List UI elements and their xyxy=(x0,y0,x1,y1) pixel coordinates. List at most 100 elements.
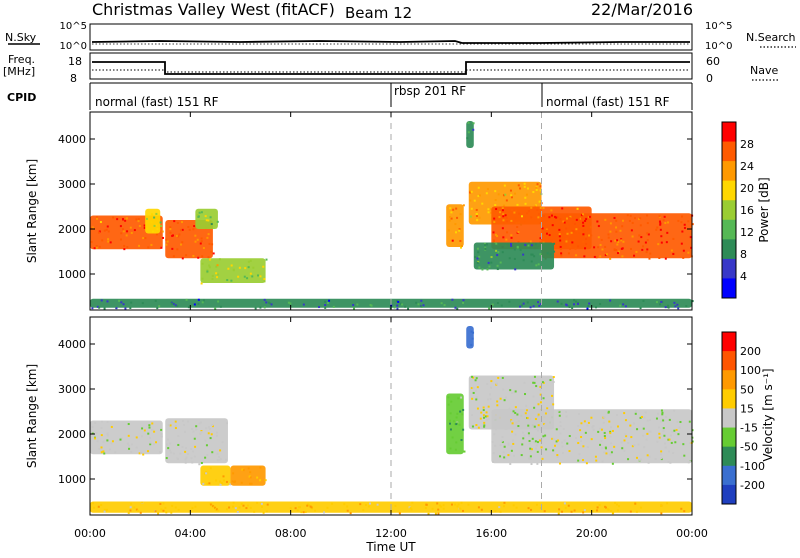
echo-pixel xyxy=(575,254,578,257)
echo-pixel xyxy=(489,397,492,400)
echo-pixel xyxy=(106,434,109,437)
echo-pixel xyxy=(256,476,259,479)
echo-pixel xyxy=(484,244,487,247)
echo-pixel xyxy=(457,503,460,506)
echo-pixel xyxy=(207,233,210,236)
echo-pixel xyxy=(539,253,542,256)
echo-pixel xyxy=(504,193,507,196)
echo-pixel xyxy=(530,260,533,263)
echo-pixel xyxy=(490,211,493,214)
echo-pixel xyxy=(215,272,218,275)
echo-pixel xyxy=(545,220,548,223)
echo-pixel xyxy=(495,249,498,252)
colorbar-tick-label: 20 xyxy=(740,182,754,195)
echo-pixel xyxy=(183,430,186,433)
echo-pixel xyxy=(607,236,610,239)
echo-pixel xyxy=(471,375,474,378)
colorbar-swatch xyxy=(722,141,736,162)
echo-pixel xyxy=(480,411,483,414)
y-tick-label: 1000 xyxy=(58,268,86,281)
echo-pixel xyxy=(206,270,209,273)
echo-pixel xyxy=(550,209,553,212)
velocity-colorbar-label: Velocity [m s⁻¹] xyxy=(761,368,775,461)
echo-pixel xyxy=(541,381,544,384)
echo-pixel xyxy=(517,241,520,244)
echo-pixel xyxy=(165,238,168,241)
echo-pixel xyxy=(478,266,481,269)
echo-pixel xyxy=(449,412,452,415)
echo-pixel xyxy=(118,299,121,302)
echo-pixel xyxy=(394,504,397,507)
echo-pixel xyxy=(646,419,649,422)
echo-pixel xyxy=(96,305,99,308)
echo-pixel xyxy=(212,505,215,508)
echo-pixel xyxy=(172,255,175,258)
echo-pixel xyxy=(496,268,499,271)
echo-pixel xyxy=(539,393,542,396)
echo-pixel xyxy=(573,299,576,302)
echo-pixel xyxy=(485,243,488,246)
colorbar-tick-label: 28 xyxy=(740,138,754,151)
echo-pixel xyxy=(573,509,576,512)
echo-pixel xyxy=(437,512,440,515)
echo-pixel xyxy=(658,432,661,435)
echo-pixel xyxy=(162,236,165,239)
echo-pixel xyxy=(138,452,141,455)
echo-pixel xyxy=(462,408,465,411)
echo-pixel xyxy=(219,305,222,308)
echo-pixel xyxy=(214,506,217,509)
colorbar-frame xyxy=(721,331,737,505)
echo-pixel xyxy=(510,391,513,394)
echo-pixel xyxy=(467,131,470,134)
echo-pixel xyxy=(524,196,527,199)
echo-pixel xyxy=(668,438,671,441)
echo-pixel xyxy=(527,244,530,247)
echo-pixel xyxy=(209,437,212,440)
echo-pixel xyxy=(399,302,402,305)
echo-pixel xyxy=(483,425,486,428)
echo-pixel xyxy=(143,226,146,229)
echo-pixel xyxy=(601,460,604,463)
echo-pixel xyxy=(539,303,542,306)
echo-pixel xyxy=(526,187,529,190)
echo-pixel xyxy=(544,423,547,426)
echo-pixel xyxy=(176,221,179,224)
echo-pixel xyxy=(359,503,362,506)
echo-pixel xyxy=(680,242,683,245)
echo-pixel xyxy=(179,452,182,455)
echo-pixel xyxy=(508,257,511,260)
echo-pixel xyxy=(683,226,686,229)
echo-pixel xyxy=(621,255,624,258)
echo-pixel xyxy=(556,456,559,459)
time-axis-label: Time UT xyxy=(365,540,416,554)
echo-pixel xyxy=(493,417,496,420)
echo-pixel xyxy=(138,224,141,227)
echo-pixel xyxy=(201,262,204,265)
echo-pixel xyxy=(154,510,157,513)
echo-pixel xyxy=(496,254,499,257)
echo-pixel xyxy=(586,307,589,310)
echo-pixel xyxy=(498,206,501,209)
echo-pixel xyxy=(633,422,636,425)
echo-pixel xyxy=(499,455,502,458)
echo-pixel xyxy=(522,437,525,440)
echo-pixel xyxy=(559,432,562,435)
colorbar-swatch xyxy=(722,219,736,240)
echo-pixel xyxy=(607,233,610,236)
echo-pixel xyxy=(615,219,618,222)
noise-tick-bottom: 10^0 xyxy=(60,41,87,52)
echo-pixel xyxy=(92,506,95,509)
echo-pixel xyxy=(191,506,194,509)
echo-pixel xyxy=(513,257,516,260)
echo-pixel xyxy=(502,388,505,391)
echo-pixel xyxy=(484,246,487,249)
echo-pixel xyxy=(216,220,219,223)
echo-pixel xyxy=(520,215,523,218)
echo-pixel xyxy=(595,256,598,259)
echo-pixel xyxy=(568,435,571,438)
echo-pixel xyxy=(664,306,667,309)
echo-pixel xyxy=(491,440,494,443)
echo-pixel xyxy=(511,430,514,433)
echo-pixel xyxy=(616,239,619,242)
echo-pixel xyxy=(535,444,538,447)
